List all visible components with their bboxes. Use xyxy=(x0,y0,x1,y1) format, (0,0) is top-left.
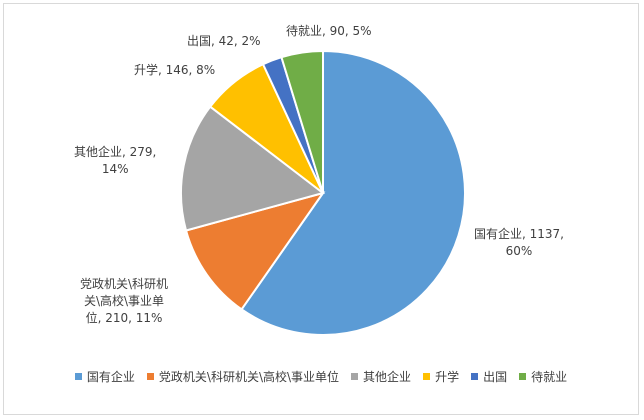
legend-item-1: 党政机关\科研机关\高校\事业单位 xyxy=(146,368,340,385)
pie-slice-5 xyxy=(280,49,324,194)
data-label-4: 出国, 42, 2% xyxy=(187,33,261,50)
data-label-4-line-1: 出国, 42, 2% xyxy=(187,34,261,48)
data-label-2-line-2: 14% xyxy=(101,162,129,176)
legend-swatch-icon xyxy=(146,372,154,380)
legend-label-0: 国有企业 xyxy=(86,369,135,384)
legend: 国有企业 党政机关\科研机关\高校\事业单位 其他企业 升学 出国 待就业 xyxy=(4,366,638,386)
data-label-5: 待就业, 90, 5% xyxy=(286,23,372,40)
pie-chart xyxy=(180,49,466,336)
data-label-5-line-1: 待就业, 90, 5% xyxy=(286,24,372,38)
data-label-1: 党政机关\科研机 关\高校\事业单 位, 210, 11% xyxy=(80,276,168,327)
data-label-1-line-1: 党政机关\科研机 xyxy=(80,277,169,291)
pie-slice-0 xyxy=(240,49,466,336)
legend-item-0: 国有企业 xyxy=(74,368,135,385)
data-label-0-line-2: 60% xyxy=(505,244,533,258)
legend-item-4: 出国 xyxy=(471,368,507,385)
legend-swatch-icon xyxy=(351,372,359,380)
chart-area: 国有企业, 1137, 60% 党政机关\科研机 关\高校\事业单 位, 210… xyxy=(3,3,639,415)
data-label-1-line-3: 位, 210, 11% xyxy=(85,311,163,325)
legend-swatch-icon xyxy=(519,372,527,380)
legend-item-3: 升学 xyxy=(423,368,459,385)
legend-swatch-icon xyxy=(423,372,431,380)
pie-slice-2 xyxy=(180,105,326,232)
legend-label-5: 待就业 xyxy=(531,369,568,384)
data-label-2-line-1: 其他企业, 279, xyxy=(74,145,157,159)
legend-label-4: 出国 xyxy=(483,369,508,384)
legend-item-5: 待就业 xyxy=(519,368,567,385)
data-label-3: 升学, 146, 8% xyxy=(134,62,215,79)
legend-label-3: 升学 xyxy=(435,369,460,384)
legend-label-2: 其他企业 xyxy=(363,369,412,384)
legend-swatch-icon xyxy=(471,372,479,380)
data-label-0: 国有企业, 1137, 60% xyxy=(474,226,564,260)
legend-swatch-icon xyxy=(74,372,82,380)
data-label-3-line-1: 升学, 146, 8% xyxy=(134,63,216,77)
legend-item-2: 其他企业 xyxy=(351,368,411,385)
data-label-2: 其他企业, 279, 14% xyxy=(74,144,156,178)
legend-label-1: 党政机关\科研机关\高校\事业单位 xyxy=(158,369,340,384)
data-label-0-line-1: 国有企业, 1137, xyxy=(474,227,564,241)
data-label-1-line-2: 关\高校\事业单 xyxy=(83,294,165,308)
